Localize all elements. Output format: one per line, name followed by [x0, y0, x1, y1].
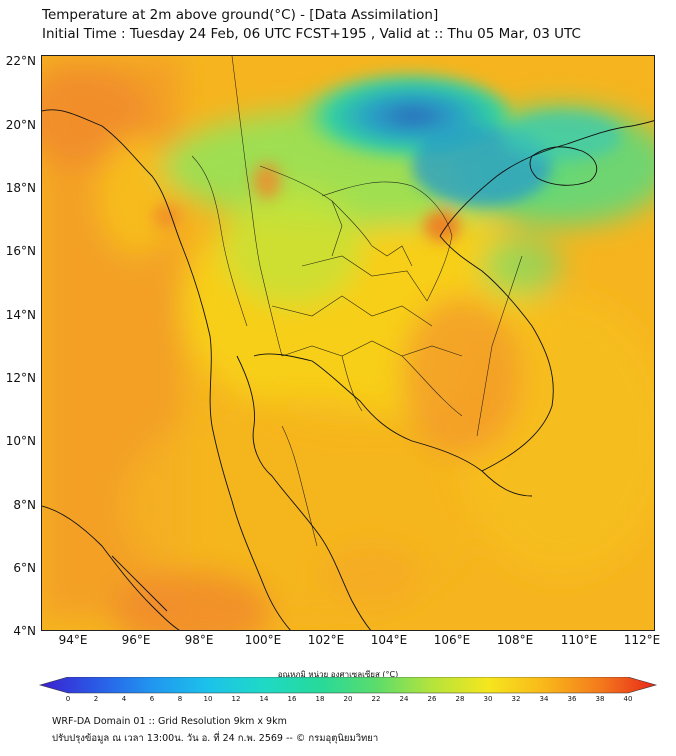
- lon-label-96e: 96°E: [122, 633, 151, 647]
- colorbar: [38, 677, 658, 697]
- colorbar-tick-label: 6: [150, 695, 154, 703]
- footer-model-info: WRF-DA Domain 01 :: Grid Resolution 9km …: [52, 716, 287, 727]
- lon-label-100e: 100°E: [245, 633, 282, 647]
- colorbar-tick-label: 40: [624, 695, 633, 703]
- colorbar-tick-label: 20: [344, 695, 353, 703]
- colorbar-tick-label: 4: [122, 695, 126, 703]
- lat-label-12n: 12°N: [6, 371, 36, 385]
- lon-label-110e: 110°E: [561, 633, 598, 647]
- lat-label-8n: 8°N: [13, 498, 36, 512]
- lat-label-4n: 4°N: [13, 624, 36, 638]
- colorbar-tick-label: 16: [288, 695, 297, 703]
- lat-label-6n: 6°N: [13, 561, 36, 575]
- map-title: Temperature at 2m above ground(°C) - [Da…: [42, 7, 438, 23]
- map-subtitle: Initial Time : Tuesday 24 Feb, 06 UTC FC…: [42, 26, 581, 42]
- colorbar-tick-label: 10: [204, 695, 213, 703]
- lon-label-102e: 102°E: [308, 633, 345, 647]
- temperature-field: [42, 56, 655, 631]
- temperature-map[interactable]: [41, 55, 655, 631]
- lon-label-112e: 112°E: [624, 633, 661, 647]
- colorbar-tick-label: 36: [568, 695, 577, 703]
- lat-label-22n: 22°N: [6, 54, 36, 68]
- lon-label-94e: 94°E: [59, 633, 88, 647]
- colorbar-gradient: [40, 677, 656, 693]
- colorbar-tick-label: 30: [484, 695, 493, 703]
- colorbar-tick-label: 38: [596, 695, 605, 703]
- lat-label-16n: 16°N: [6, 244, 36, 258]
- lon-label-104e: 104°E: [371, 633, 408, 647]
- lon-label-98e: 98°E: [185, 633, 214, 647]
- colorbar-tick-label: 18: [316, 695, 325, 703]
- lon-label-106e: 106°E: [434, 633, 471, 647]
- lon-label-108e: 108°E: [497, 633, 534, 647]
- colorbar-tick-label: 26: [428, 695, 437, 703]
- colorbar-tick-label: 22: [372, 695, 381, 703]
- footer-update-info: ปรับปรุงข้อมูล ณ เวลา 13:00น. วัน อ. ที่…: [52, 731, 378, 746]
- colorbar-tick-label: 28: [456, 695, 465, 703]
- lat-label-18n: 18°N: [6, 181, 36, 195]
- colorbar-tick-label: 2: [94, 695, 98, 703]
- colorbar-tick-label: 14: [260, 695, 269, 703]
- lat-label-20n: 20°N: [6, 118, 36, 132]
- colorbar-tick-label: 0: [66, 695, 70, 703]
- lat-label-10n: 10°N: [6, 434, 36, 448]
- colorbar-tick-label: 12: [232, 695, 241, 703]
- colorbar-tick-label: 8: [178, 695, 182, 703]
- colorbar-tick-label: 34: [540, 695, 549, 703]
- lat-label-14n: 14°N: [6, 308, 36, 322]
- colorbar-tick-label: 24: [400, 695, 409, 703]
- colorbar-tick-label: 32: [512, 695, 521, 703]
